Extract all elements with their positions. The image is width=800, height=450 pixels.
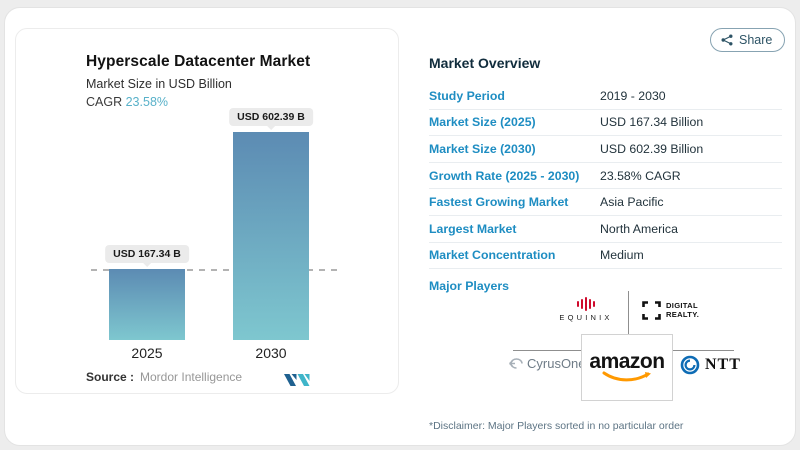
players-connector-right bbox=[673, 350, 734, 351]
row-value: USD 167.34 Billion bbox=[600, 115, 704, 130]
bar bbox=[109, 269, 185, 340]
mordor-intelligence-logo-icon bbox=[284, 374, 310, 386]
row-value: North America bbox=[600, 221, 678, 236]
row-value: 2019 - 2030 bbox=[600, 88, 666, 103]
bar-value-label: USD 602.39 B bbox=[229, 108, 313, 126]
digital-realty-icon bbox=[642, 301, 661, 320]
cagr-value: 23.58% bbox=[125, 95, 169, 109]
table-row: Market Concentration Medium bbox=[429, 243, 782, 270]
row-label: Market Size (2030) bbox=[429, 141, 536, 156]
chart-panel: Hyperscale Datacenter Market Market Size… bbox=[15, 28, 399, 394]
row-label: Study Period bbox=[429, 88, 505, 103]
report-card: Hyperscale Datacenter Market Market Size… bbox=[4, 7, 796, 446]
cagr-line: CAGR 23.58% bbox=[86, 95, 168, 109]
overview-table: Study Period 2019 - 2030 Market Size (20… bbox=[429, 83, 782, 270]
digital-realty-logo: DIGITAL REALTY. bbox=[642, 301, 699, 320]
equinix-logo: EQUINIX bbox=[546, 296, 626, 322]
cyrusone-wordmark: CyrusOne. bbox=[527, 356, 590, 371]
row-label: Market Size (2025) bbox=[429, 115, 536, 130]
disclaimer-text: *Disclaimer: Major Players sorted in no … bbox=[429, 420, 684, 432]
bar-value-label: USD 167.34 B bbox=[105, 245, 189, 263]
table-row: Study Period 2019 - 2030 bbox=[429, 83, 782, 110]
equinix-wordmark: EQUINIX bbox=[559, 313, 613, 322]
row-label: Growth Rate (2025 - 2030) bbox=[429, 168, 580, 183]
row-label: Market Concentration bbox=[429, 248, 556, 263]
row-value: 23.58% CAGR bbox=[600, 168, 681, 183]
x-axis-label: 2025 bbox=[131, 345, 163, 361]
equinix-icon bbox=[546, 296, 626, 311]
share-icon bbox=[721, 34, 733, 46]
row-value: Medium bbox=[600, 248, 644, 263]
source-value: Mordor Intelligence bbox=[140, 370, 243, 384]
row-value: Asia Pacific bbox=[600, 195, 664, 210]
source-row: Source : Mordor Intelligence bbox=[86, 370, 242, 384]
table-row: Fastest Growing Market Asia Pacific bbox=[429, 189, 782, 216]
table-row: Market Size (2025) USD 167.34 Billion bbox=[429, 110, 782, 137]
amazon-smile-icon bbox=[602, 371, 651, 381]
amazon-wordmark: amazon bbox=[589, 349, 665, 373]
bar-group-2025: USD 167.34 B 2025 bbox=[105, 245, 189, 361]
cyrusone-icon bbox=[509, 358, 523, 369]
ntt-logo: NTT bbox=[680, 355, 741, 375]
source-label: Source : bbox=[86, 370, 135, 384]
cyrusone-logo: CyrusOne. bbox=[508, 356, 589, 371]
x-axis-label: 2030 bbox=[255, 345, 287, 361]
bar bbox=[233, 132, 309, 340]
bar-group-2030: USD 602.39 B 2030 bbox=[229, 108, 313, 361]
share-button[interactable]: Share bbox=[710, 28, 786, 52]
share-label: Share bbox=[739, 33, 773, 47]
cagr-label: CAGR bbox=[86, 95, 123, 109]
row-label: Largest Market bbox=[429, 221, 517, 236]
chart-title: Hyperscale Datacenter Market bbox=[86, 53, 311, 70]
table-row: Market Size (2030) USD 602.39 Billion bbox=[429, 136, 782, 163]
amazon-logo: amazon bbox=[581, 334, 673, 401]
major-players-label: Major Players bbox=[429, 279, 509, 293]
row-label: Fastest Growing Market bbox=[429, 195, 569, 210]
overview-title: Market Overview bbox=[429, 55, 541, 71]
chart-subtitle: Market Size in USD Billion bbox=[86, 77, 232, 91]
ntt-wordmark: NTT bbox=[705, 356, 741, 373]
table-row: Growth Rate (2025 - 2030) 23.58% CAGR bbox=[429, 163, 782, 190]
digital-realty-wordmark: DIGITAL REALTY. bbox=[666, 301, 700, 319]
ntt-icon bbox=[680, 355, 700, 375]
players-connector-left bbox=[513, 350, 581, 351]
reference-dashed-line bbox=[91, 269, 343, 271]
row-value: USD 602.39 Billion bbox=[600, 141, 704, 156]
table-row: Largest Market North America bbox=[429, 216, 782, 243]
players-connector-vertical bbox=[628, 291, 629, 334]
